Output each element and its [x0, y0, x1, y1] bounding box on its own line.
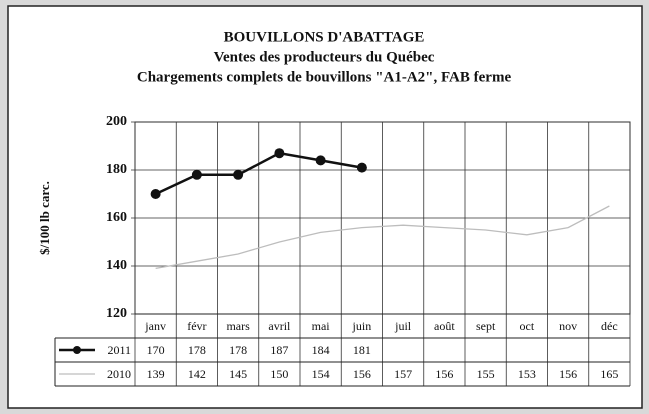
table-value: 187	[270, 343, 288, 357]
point	[274, 148, 285, 159]
y-axis-label: $/100 lb carc.	[37, 181, 52, 255]
table-value: 156	[353, 367, 371, 381]
table-value: 184	[312, 343, 330, 357]
y-tick-label: 140	[106, 258, 127, 273]
y-tick-label: 180	[106, 162, 127, 177]
table-value: 153	[518, 367, 536, 381]
x-tick-label: mars	[226, 319, 250, 333]
x-tick-label: avril	[268, 319, 291, 333]
chart-subtitle: Ventes des producteurs du Québec	[214, 49, 435, 65]
table-value: 155	[477, 367, 495, 381]
point	[233, 169, 244, 180]
point	[356, 162, 367, 173]
panel	[7, 5, 643, 409]
table-value: 170	[147, 343, 165, 357]
x-tick-label: nov	[559, 319, 577, 333]
y-tick-label: 160	[106, 210, 127, 225]
series-line	[155, 151, 363, 196]
x-tick-label: juin	[352, 319, 372, 333]
x-tick-label: oct	[520, 319, 535, 333]
table-value: 139	[147, 367, 165, 381]
legend-label: 2010	[107, 367, 131, 381]
y-tick-label: 200	[106, 114, 127, 129]
legend-label: 2011	[107, 343, 131, 357]
x-tick-label: août	[434, 319, 455, 333]
table-value: 178	[188, 343, 206, 357]
legend-marker	[73, 346, 81, 354]
table-value: 154	[312, 367, 330, 381]
table-value: 156	[435, 367, 453, 381]
series-line	[155, 205, 610, 270]
x-tick-label: juil	[394, 319, 412, 333]
y-tick-label: 120	[106, 306, 127, 321]
table-value: 156	[559, 367, 577, 381]
chart-subtitle: Chargements complets de bouvillons "A1-A…	[137, 69, 512, 85]
point	[150, 189, 161, 199]
chart-title: BOUVILLONS D'ABATTAGE	[224, 29, 425, 45]
table-value: 157	[394, 367, 412, 381]
table-value: 150	[270, 367, 288, 381]
x-tick-label: janv	[144, 319, 166, 333]
x-tick-label: sept	[476, 319, 496, 333]
point	[315, 155, 326, 166]
x-tick-label: mai	[312, 319, 331, 333]
table-value: 142	[188, 367, 206, 381]
table-value: 178	[229, 343, 247, 357]
table-value: 165	[600, 367, 618, 381]
x-tick-label: févr	[187, 319, 206, 333]
table-value: 181	[353, 343, 371, 357]
point	[191, 169, 202, 180]
table-value: 145	[229, 367, 247, 381]
x-tick-label: déc	[601, 319, 618, 333]
